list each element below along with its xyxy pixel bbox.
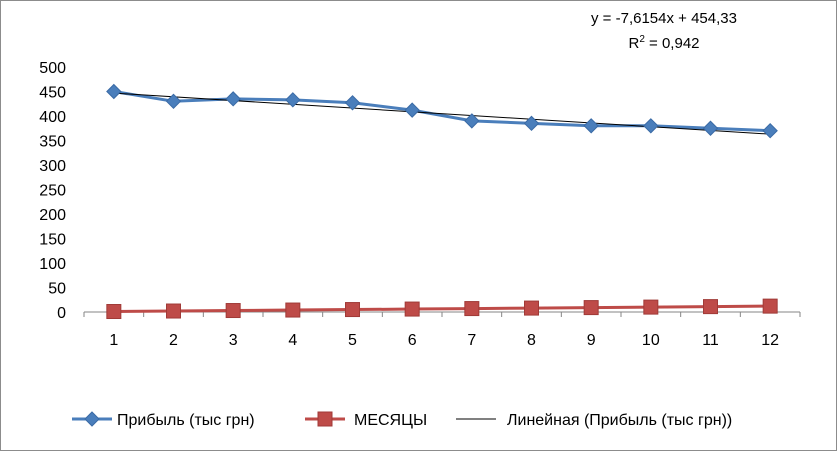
- data-point-diamond: [583, 118, 599, 134]
- y-tick-label: 250: [39, 183, 66, 200]
- data-point-diamond: [464, 113, 480, 129]
- legend-item-trendline: Линейная (Прибыль (тыс грн)): [456, 412, 732, 429]
- y-tick-label: 0: [57, 305, 66, 322]
- y-tick-label: 400: [39, 109, 66, 126]
- data-point-square: [524, 300, 539, 316]
- x-tick-label: 8: [527, 332, 536, 349]
- legend-item-profit: Прибыль (тыс грн): [72, 411, 255, 429]
- y-tick-label: 300: [39, 158, 66, 175]
- trendline-r-squared: R2 = 0,942: [628, 34, 699, 52]
- data-point-square: [762, 298, 778, 314]
- y-tick-label: 200: [39, 207, 66, 224]
- x-tick-label: 12: [761, 332, 779, 349]
- data-point-square: [643, 299, 659, 315]
- x-tick-label: 2: [169, 332, 178, 349]
- data-point-diamond: [643, 118, 659, 134]
- r2-superscript: 2: [639, 34, 645, 45]
- x-tick-label: 4: [288, 332, 297, 349]
- r2-label: R: [628, 35, 639, 52]
- y-tick-label: 450: [39, 85, 66, 102]
- data-point-square: [464, 301, 480, 317]
- data-point-diamond: [285, 92, 301, 108]
- y-tick-label: 500: [39, 60, 66, 77]
- data-point-diamond: [106, 83, 122, 100]
- legend-label-profit: Прибыль (тыс грн): [117, 412, 255, 429]
- data-point-square: [345, 302, 360, 318]
- legend-marker-diamond: [84, 411, 100, 427]
- data-point-square: [703, 299, 718, 315]
- legend-label-trendline: Линейная (Прибыль (тыс грн)): [507, 412, 732, 429]
- legend-marker-square: [317, 411, 333, 427]
- data-point-square: [225, 303, 241, 319]
- data-point-diamond: [344, 95, 361, 111]
- data-point-diamond: [404, 102, 420, 118]
- x-tick-label: 6: [408, 332, 417, 349]
- data-point-square: [106, 304, 122, 320]
- x-tick-label: 10: [642, 332, 660, 349]
- trendline: [113, 92, 771, 135]
- y-tick-label: 150: [39, 232, 66, 249]
- x-tick-label: 5: [348, 332, 357, 349]
- data-point-diamond: [225, 91, 241, 107]
- data-point-square: [285, 302, 301, 318]
- data-point-diamond: [762, 122, 778, 139]
- x-tick-label: 1: [109, 332, 118, 349]
- legend: Прибыль (тыс грн) МЕСЯЦЫ Линейная (Прибы…: [72, 411, 732, 429]
- legend-label-months: МЕСЯЦЫ: [354, 412, 427, 429]
- x-tick-label: 7: [467, 332, 476, 349]
- y-tick-label: 50: [48, 281, 66, 298]
- x-tick-label: 9: [587, 332, 596, 349]
- data-point-square: [583, 300, 599, 316]
- data-point-square: [166, 303, 181, 319]
- legend-item-months: МЕСЯЦЫ: [305, 411, 427, 429]
- series-line-2: [113, 304, 771, 314]
- data-point-diamond: [523, 115, 540, 132]
- y-tick-label: 350: [39, 134, 66, 151]
- y-tick-label: 100: [39, 256, 66, 273]
- data-point-diamond: [165, 93, 182, 110]
- x-tick-label: 3: [229, 332, 238, 349]
- data-point-diamond: [702, 120, 719, 136]
- data-point-square: [404, 301, 420, 317]
- trendline-equation: y = -7,6154x + 454,33: [591, 10, 737, 27]
- r2-value: = 0,942: [645, 35, 700, 52]
- series-line-1: [113, 90, 771, 133]
- x-tick-label: 11: [702, 332, 719, 349]
